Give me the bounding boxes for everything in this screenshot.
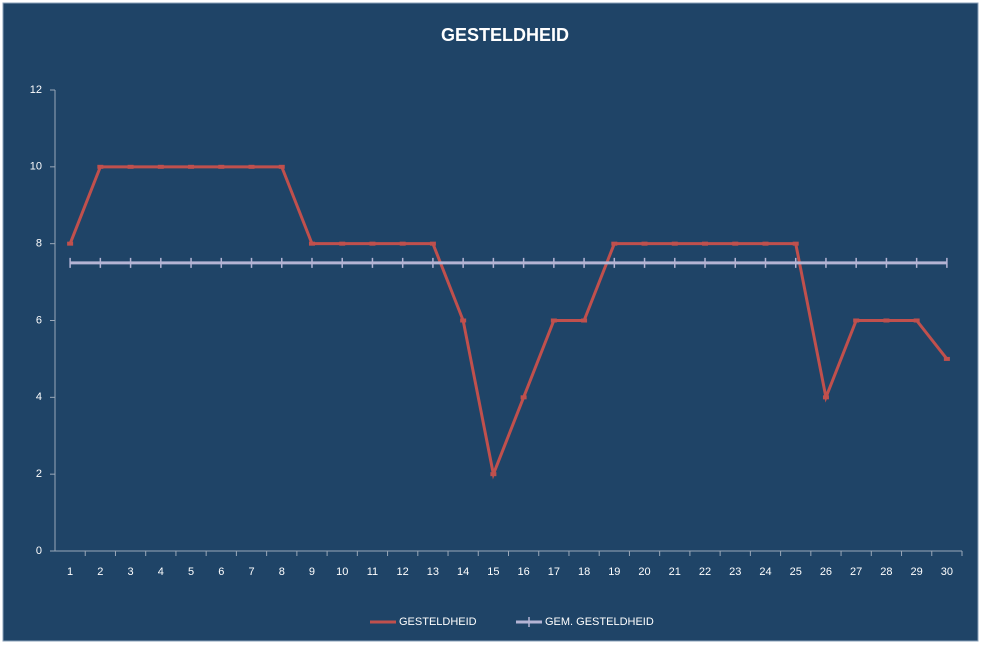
x-tick-label: 17 <box>548 566 560 578</box>
x-tick-label: 20 <box>638 566 650 578</box>
y-tick-label: 10 <box>30 161 42 173</box>
x-tick-label: 22 <box>699 566 711 578</box>
x-tick-label: 4 <box>158 566 164 578</box>
chart-background <box>2 2 979 642</box>
x-tick-label: 30 <box>941 566 953 578</box>
x-tick-label: 19 <box>608 566 620 578</box>
x-tick-label: 26 <box>820 566 832 578</box>
y-tick-label: 4 <box>36 391 42 403</box>
y-tick-label: 2 <box>36 468 42 480</box>
y-tick-label: 6 <box>36 314 42 326</box>
x-tick-label: 10 <box>336 566 348 578</box>
y-tick-label: 12 <box>30 84 42 96</box>
x-tick-label: 7 <box>248 566 254 578</box>
x-tick-label: 11 <box>367 566 378 578</box>
series-line <box>68 165 949 480</box>
x-tick-label: 2 <box>97 566 103 578</box>
x-tick-label: 24 <box>759 566 771 578</box>
x-tick-label: 8 <box>279 566 285 578</box>
y-tick-label: 0 <box>36 545 42 557</box>
x-tick-label: 3 <box>128 566 134 578</box>
x-tick-label: 29 <box>911 566 923 578</box>
x-tick-label: 5 <box>188 566 194 578</box>
x-tick-label: 21 <box>669 566 681 578</box>
x-tick-label: 16 <box>517 566 529 578</box>
chart-title: GESTELDHEID <box>441 25 569 45</box>
x-tick-label: 14 <box>457 566 469 578</box>
x-tick-label: 27 <box>850 566 862 578</box>
x-tick-label: 1 <box>67 566 73 578</box>
x-tick-label: 18 <box>578 566 590 578</box>
x-tick-label: 15 <box>487 566 499 578</box>
legend-label: GESTELDHEID <box>399 616 477 628</box>
y-tick-label: 8 <box>36 238 42 250</box>
x-tick-label: 25 <box>790 566 802 578</box>
legend-label: GEM. GESTELDHEID <box>545 616 654 628</box>
x-tick-label: 23 <box>729 566 741 578</box>
x-tick-label: 9 <box>309 566 315 578</box>
x-tick-label: 12 <box>397 566 409 578</box>
x-tick-label: 13 <box>427 566 439 578</box>
x-tick-label: 6 <box>218 566 224 578</box>
x-tick-label: 28 <box>880 566 892 578</box>
